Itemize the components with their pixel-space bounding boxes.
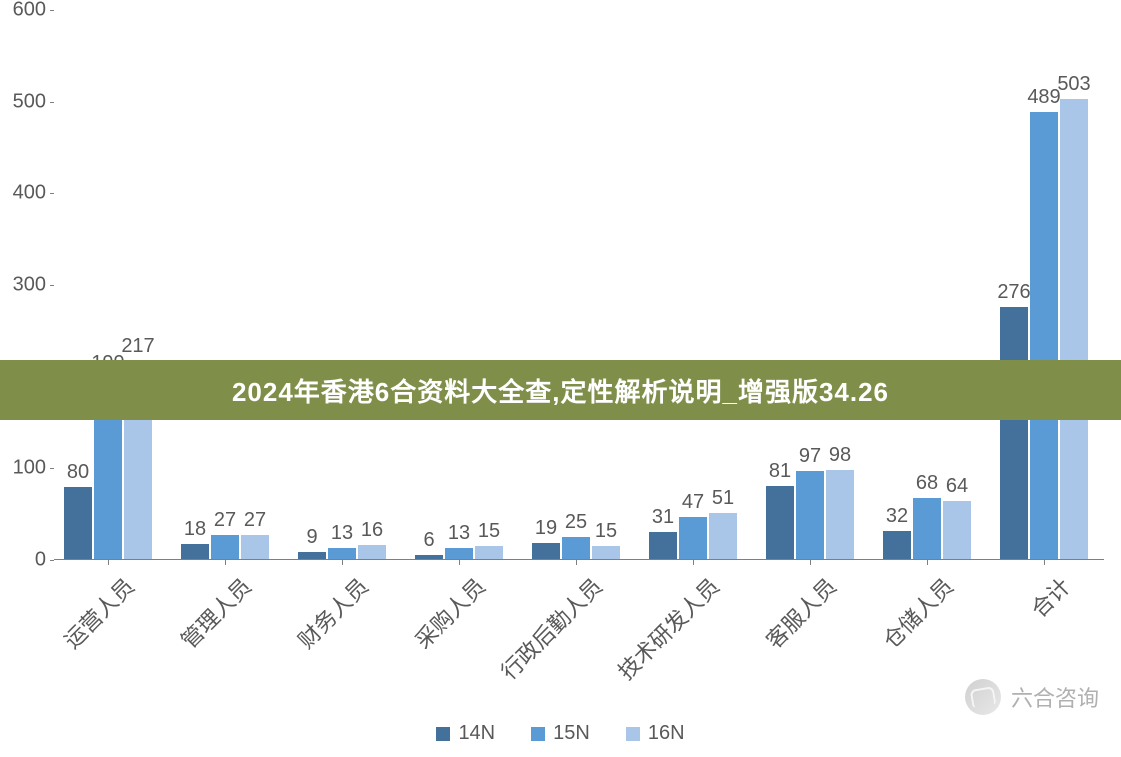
plot-area: 8019921718272791316613151925153147518197… bbox=[54, 10, 1104, 560]
x-tick-mark bbox=[108, 560, 109, 565]
x-category-label: 技术研发人员 bbox=[590, 570, 726, 706]
bar: 64 bbox=[943, 501, 971, 560]
x-category-label: 客服人员 bbox=[707, 570, 843, 706]
bar-value-label: 47 bbox=[682, 491, 704, 514]
bar-value-label: 25 bbox=[565, 511, 587, 534]
bar-value-label: 51 bbox=[712, 487, 734, 510]
y-axis: 0100200300400500600 bbox=[0, 10, 54, 560]
legend-item: 15N bbox=[531, 722, 590, 745]
bar-value-label: 27 bbox=[244, 509, 266, 532]
bar-value-label: 18 bbox=[184, 518, 206, 541]
bar: 503 bbox=[1060, 99, 1088, 560]
bar: 81 bbox=[766, 486, 794, 560]
x-category-label: 运营人员 bbox=[5, 570, 141, 706]
legend-swatch bbox=[436, 727, 450, 741]
x-category-label: 财务人员 bbox=[239, 570, 375, 706]
bar: 27 bbox=[211, 535, 239, 560]
legend-swatch bbox=[626, 727, 640, 741]
bar: 276 bbox=[1000, 307, 1028, 560]
bar: 489 bbox=[1030, 112, 1058, 560]
x-category-label: 采购人员 bbox=[356, 570, 492, 706]
y-tick-label: 0 bbox=[35, 549, 46, 572]
bar: 32 bbox=[883, 531, 911, 560]
x-tick-mark bbox=[225, 560, 226, 565]
bar-value-label: 31 bbox=[652, 506, 674, 529]
bar: 15 bbox=[592, 546, 620, 560]
x-category-label: 管理人员 bbox=[122, 570, 258, 706]
bar: 68 bbox=[913, 498, 941, 560]
bar-value-label: 32 bbox=[886, 505, 908, 528]
x-axis-line bbox=[54, 559, 1104, 560]
bar-value-label: 276 bbox=[997, 281, 1030, 304]
y-tick-label: 300 bbox=[13, 274, 46, 297]
bar: 19 bbox=[532, 543, 560, 560]
bar: 97 bbox=[796, 471, 824, 560]
x-tick-mark bbox=[342, 560, 343, 565]
bar-value-label: 98 bbox=[829, 444, 851, 467]
y-tick-label: 500 bbox=[13, 90, 46, 113]
y-tick-mark bbox=[50, 560, 54, 561]
bar: 80 bbox=[64, 487, 92, 560]
bar-value-label: 97 bbox=[799, 445, 821, 468]
legend-label: 16N bbox=[648, 722, 685, 745]
bar-group: 276489503 bbox=[1000, 99, 1088, 560]
bar-value-label: 15 bbox=[595, 520, 617, 543]
x-category-label: 行政后勤人员 bbox=[473, 570, 609, 706]
legend: 14N 15N 16N bbox=[0, 722, 1121, 745]
x-tick-mark bbox=[810, 560, 811, 565]
y-tick-label: 400 bbox=[13, 182, 46, 205]
bar: 15 bbox=[475, 546, 503, 560]
bar-value-label: 15 bbox=[478, 520, 500, 543]
bar-value-label: 19 bbox=[535, 517, 557, 540]
bar-value-label: 81 bbox=[769, 460, 791, 483]
bar-group: 182727 bbox=[181, 535, 269, 560]
x-tick-mark bbox=[1044, 560, 1045, 565]
bar-group: 91316 bbox=[298, 545, 386, 560]
bar-value-label: 489 bbox=[1027, 86, 1060, 109]
bar-value-label: 9 bbox=[306, 526, 317, 549]
legend-label: 14N bbox=[458, 722, 495, 745]
legend-label: 15N bbox=[553, 722, 590, 745]
bar: 27 bbox=[241, 535, 269, 560]
bar-value-label: 6 bbox=[423, 529, 434, 552]
bar-group: 192515 bbox=[532, 537, 620, 560]
legend-item: 14N bbox=[436, 722, 495, 745]
bar-value-label: 27 bbox=[214, 509, 236, 532]
bar-value-label: 13 bbox=[331, 522, 353, 545]
bar-value-label: 503 bbox=[1057, 73, 1090, 96]
bar-value-label: 64 bbox=[946, 475, 968, 498]
bar-value-label: 68 bbox=[916, 472, 938, 495]
bar-value-label: 13 bbox=[448, 522, 470, 545]
x-tick-mark bbox=[927, 560, 928, 565]
bar: 25 bbox=[562, 537, 590, 560]
legend-swatch bbox=[531, 727, 545, 741]
bar-value-label: 217 bbox=[121, 335, 154, 358]
bar-group: 819798 bbox=[766, 470, 854, 560]
bar: 98 bbox=[826, 470, 854, 560]
legend-item: 16N bbox=[626, 722, 685, 745]
bar-value-label: 80 bbox=[67, 461, 89, 484]
chart-container: 0100200300400500600 80199217182727913166… bbox=[0, 0, 1121, 757]
watermark: 六合咨询 bbox=[965, 679, 1099, 715]
bar-group: 61315 bbox=[415, 546, 503, 560]
bar: 31 bbox=[649, 532, 677, 560]
x-tick-mark bbox=[693, 560, 694, 565]
overlay-banner: 2024年香港6合资料大全查,定性解析说明_增强版34.26 bbox=[0, 360, 1121, 420]
bar: 18 bbox=[181, 544, 209, 561]
bar-group: 326864 bbox=[883, 498, 971, 560]
overlay-text: 2024年香港6合资料大全查,定性解析说明_增强版34.26 bbox=[232, 372, 889, 409]
bar: 16 bbox=[358, 545, 386, 560]
x-tick-mark bbox=[576, 560, 577, 565]
bar-value-label: 16 bbox=[361, 519, 383, 542]
bar-group: 314751 bbox=[649, 513, 737, 560]
bar: 47 bbox=[679, 517, 707, 560]
x-category-label: 仓储人员 bbox=[824, 570, 960, 706]
bar: 51 bbox=[709, 513, 737, 560]
y-tick-label: 100 bbox=[13, 457, 46, 480]
y-tick-label: 600 bbox=[13, 0, 46, 22]
x-tick-mark bbox=[459, 560, 460, 565]
watermark-text: 六合咨询 bbox=[1011, 681, 1099, 713]
